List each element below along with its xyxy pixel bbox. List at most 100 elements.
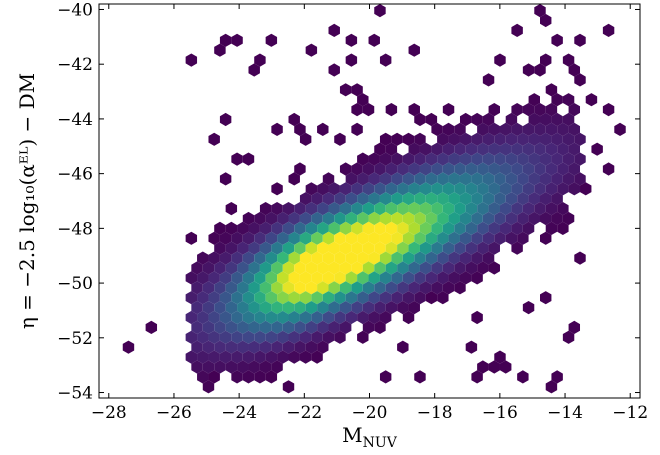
hexbin xyxy=(294,241,306,255)
hexbin xyxy=(254,291,266,305)
hexbin xyxy=(574,172,586,186)
hexbin xyxy=(328,261,340,275)
hexbin xyxy=(557,182,569,196)
hexbin xyxy=(282,340,295,354)
hexbin xyxy=(345,211,358,226)
hexbin xyxy=(328,221,340,235)
hexbin xyxy=(540,291,552,305)
hexbin xyxy=(339,182,352,196)
hexbin xyxy=(271,360,283,374)
hexbin xyxy=(294,320,306,334)
hexbin xyxy=(448,231,460,245)
hexbin xyxy=(511,241,523,255)
hexbin xyxy=(488,241,500,255)
hexbin xyxy=(334,192,346,206)
hexbin xyxy=(322,192,335,206)
hexbin xyxy=(191,360,203,374)
hexbin xyxy=(357,172,369,186)
hexbin xyxy=(237,281,249,295)
hexbin xyxy=(305,202,318,216)
hexbin xyxy=(345,231,358,245)
hexbin xyxy=(294,261,306,275)
hexbin xyxy=(408,301,420,315)
hexbin xyxy=(259,281,272,295)
hexbin xyxy=(351,83,363,97)
hexbin xyxy=(397,241,409,255)
hexbin xyxy=(431,142,443,156)
hexbin xyxy=(482,172,495,186)
hexbin xyxy=(414,132,426,146)
hexbin xyxy=(379,271,392,285)
hexbin xyxy=(231,330,243,344)
hexbin xyxy=(294,202,306,216)
hexbin xyxy=(402,310,415,325)
hexbin xyxy=(471,271,483,285)
hexbin xyxy=(528,192,540,206)
hexbin xyxy=(214,241,226,255)
hexbin xyxy=(557,122,569,136)
hexbin xyxy=(545,103,558,117)
hexbin xyxy=(317,281,329,295)
hexbin xyxy=(459,112,472,127)
y-tick-label: −52 xyxy=(57,329,93,349)
hexbin xyxy=(505,231,518,245)
hexbin xyxy=(442,162,455,176)
hexbin xyxy=(351,162,363,176)
hexbin xyxy=(414,370,426,384)
hexbin xyxy=(197,271,209,285)
hexbin xyxy=(534,182,546,196)
hexbin xyxy=(545,380,558,394)
hexbin xyxy=(471,192,483,206)
hexbin xyxy=(374,162,386,176)
hexbin xyxy=(271,241,283,255)
hexbin xyxy=(299,350,312,364)
hexbin xyxy=(214,221,226,235)
hexbin xyxy=(317,261,329,275)
hexbin xyxy=(425,291,438,305)
hexbin xyxy=(482,231,495,245)
hexbin xyxy=(299,211,312,226)
hexbin xyxy=(402,172,415,186)
hexbin xyxy=(540,53,552,67)
hexbin xyxy=(425,251,438,265)
hexbin xyxy=(499,360,512,374)
hexbin xyxy=(334,231,346,245)
hexbin xyxy=(459,152,472,166)
hexbin xyxy=(545,221,558,235)
hexbin xyxy=(545,122,558,136)
y-axis-ticks: −54 −52 −50 −48 −46 −44 −42 −40 xyxy=(57,0,640,404)
hexbin xyxy=(494,132,506,146)
hexbin xyxy=(402,231,415,245)
hexbin xyxy=(534,103,546,117)
hexbin xyxy=(385,103,398,117)
hexbin xyxy=(328,320,340,334)
hexbin xyxy=(482,211,495,226)
hexbin xyxy=(448,172,460,186)
hexbin xyxy=(322,172,335,186)
hexbin xyxy=(402,192,415,206)
hexbin xyxy=(522,63,535,77)
hexbin xyxy=(437,152,449,166)
hexbin xyxy=(454,221,466,235)
hexbin xyxy=(568,162,581,176)
x-axis-label-subscript: NUV xyxy=(363,435,398,451)
hexbin xyxy=(305,261,318,275)
hexbin xyxy=(351,122,363,136)
hexbin xyxy=(385,281,398,295)
hexbin xyxy=(505,132,518,146)
hexbin xyxy=(602,162,615,176)
hexbin xyxy=(288,350,300,364)
hexbin xyxy=(282,261,295,275)
hexbin xyxy=(414,192,426,206)
hexbin xyxy=(259,241,272,255)
hexbin xyxy=(242,251,255,265)
hexbin xyxy=(540,132,552,146)
hexbin xyxy=(379,251,392,265)
hexbin xyxy=(477,241,489,255)
hexbin xyxy=(254,251,266,265)
hexbin xyxy=(522,221,535,235)
hexbin xyxy=(391,271,403,285)
y-tick-label: −42 xyxy=(57,55,93,75)
hexbin xyxy=(237,340,249,354)
hexbin xyxy=(442,221,455,235)
